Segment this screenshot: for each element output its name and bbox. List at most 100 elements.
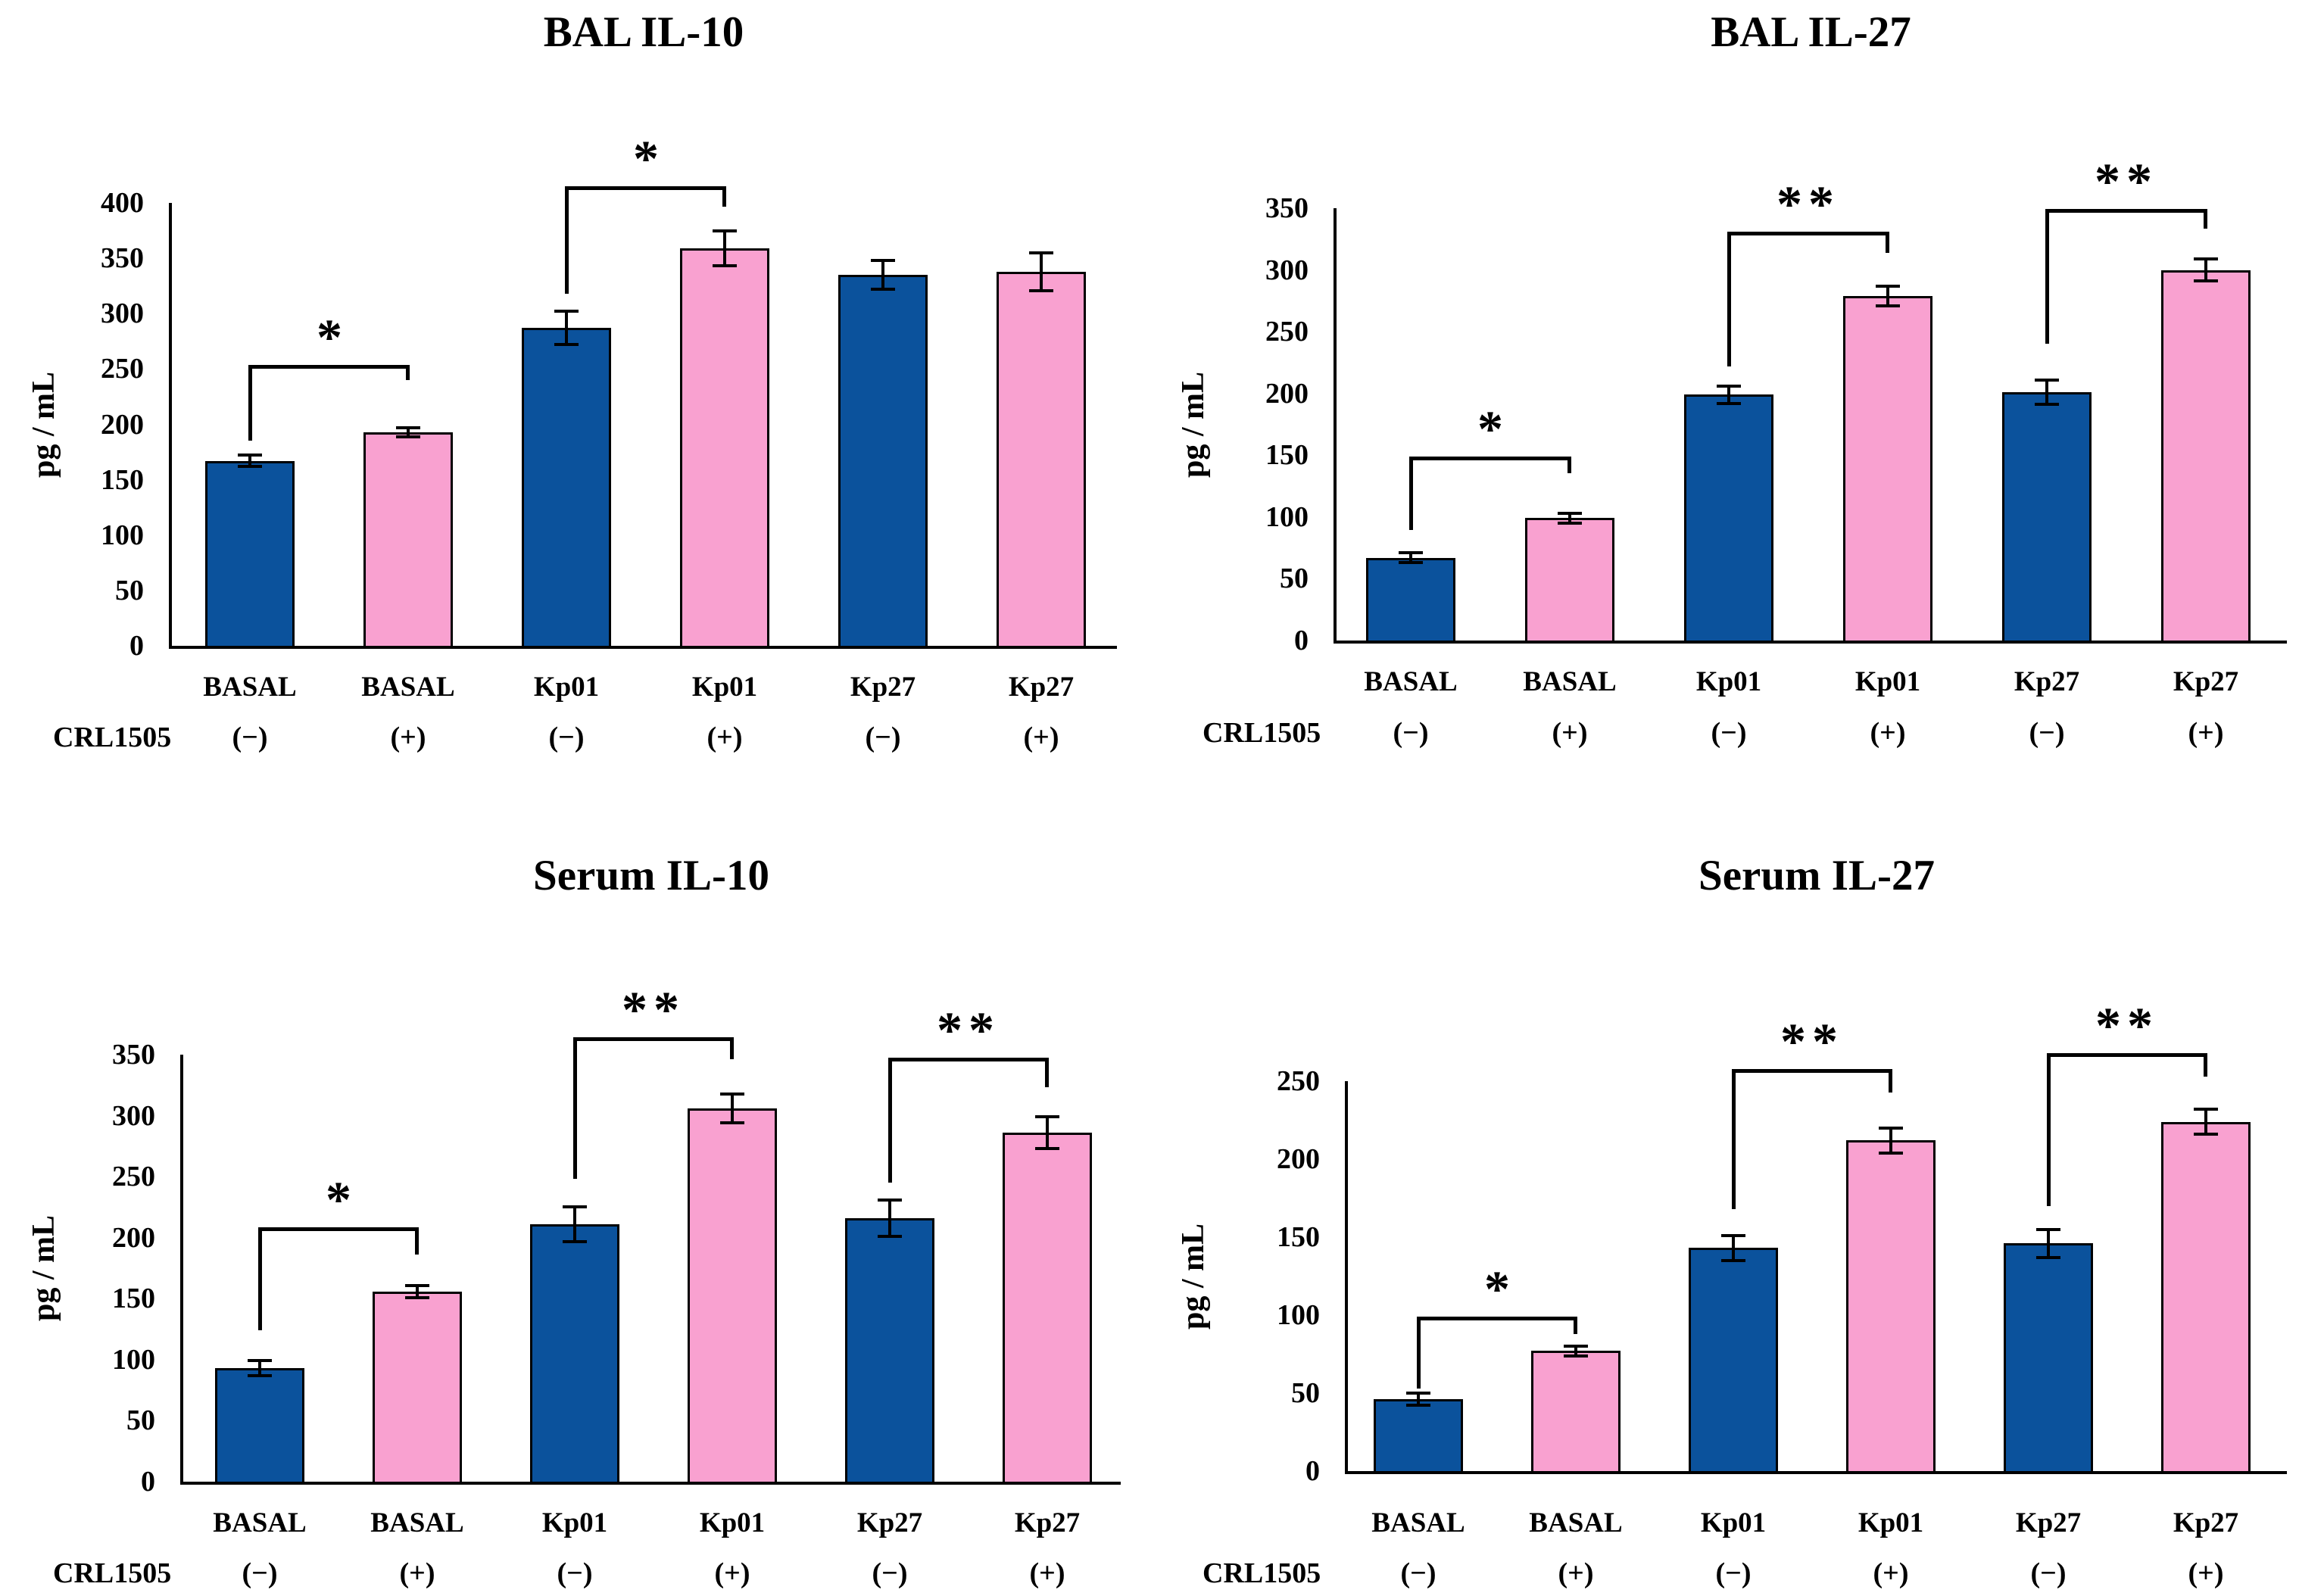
error-bar-cap [1721, 1234, 1745, 1237]
significance-bracket-leg [2204, 210, 2207, 229]
error-bar-stem [723, 231, 726, 267]
error-bar-stem [1889, 1128, 1892, 1153]
crl1505-value: (+) [399, 1557, 435, 1589]
error-bar-cap [1879, 1152, 1903, 1155]
error-bar-cap [405, 1284, 429, 1287]
chart-title: Serum IL-27 [1699, 852, 1935, 899]
x-tick-label: Kp27 [1008, 672, 1075, 703]
y-tick-label: 250 [1277, 1065, 1320, 1097]
y-tick-label: 250 [101, 353, 144, 385]
crl1505-value: (−) [865, 722, 901, 753]
y-tick-label: 300 [1265, 254, 1309, 286]
crl1505-value: (−) [1400, 1557, 1436, 1589]
x-tick-label: BASAL [203, 672, 297, 703]
crl1505-value: (−) [1393, 717, 1429, 749]
y-axis-line [180, 1055, 183, 1485]
significance-bracket-leg [1889, 1071, 1892, 1093]
error-bar-cap [720, 1093, 744, 1096]
significance-bracket-leg [1886, 233, 1889, 253]
significance-label: ** [1776, 175, 1840, 232]
significance-bracket-leg [888, 1059, 892, 1183]
bar [1374, 1399, 1463, 1474]
crl1505-row-label: CRL1505 [53, 722, 172, 753]
x-tick-label: Kp01 [1700, 1507, 1767, 1538]
x-tick-label: Kp01 [1854, 666, 1921, 697]
crl1505-value: (+) [1552, 717, 1588, 749]
crl1505-row-label: CRL1505 [53, 1557, 172, 1589]
error-bar-cap [1876, 304, 1900, 307]
significance-label: * [326, 1171, 351, 1228]
error-bar-cap [1029, 251, 1053, 254]
x-tick-label: BASAL [1371, 1507, 1465, 1538]
y-tick-label: 200 [101, 409, 144, 441]
error-bar-stem [1732, 1236, 1735, 1261]
bar [680, 248, 769, 649]
error-bar-cap [1399, 551, 1423, 554]
significance-bracket-line [258, 1227, 419, 1231]
error-bar-cap [396, 426, 420, 429]
bar [522, 328, 611, 649]
error-bar-cap [1717, 385, 1741, 388]
crl1505-value: (−) [557, 1557, 593, 1589]
bar [1846, 1140, 1936, 1474]
significance-label: * [1477, 400, 1503, 457]
crl1505-value: (−) [548, 722, 585, 753]
error-bar-cap [2194, 257, 2218, 260]
y-tick-label: 0 [129, 630, 144, 662]
y-tick-label: 400 [101, 187, 144, 219]
y-tick-label: 50 [115, 575, 144, 606]
error-bar-cap [1564, 1345, 1588, 1348]
x-tick-label: BASAL [370, 1507, 464, 1538]
crl1505-value: (+) [1029, 1557, 1065, 1589]
bar [845, 1218, 934, 1485]
x-tick-label: Kp01 [699, 1507, 766, 1538]
bar [2002, 392, 2092, 644]
crl1505-value: (−) [2029, 717, 2065, 749]
error-bar-cap [2194, 1133, 2218, 1136]
x-tick-label: BASAL [1364, 666, 1458, 697]
significance-bracket-line [565, 186, 726, 190]
significance-bracket-leg [2045, 210, 2049, 344]
error-bar-cap [248, 1359, 272, 1362]
error-bar-stem [1886, 286, 1889, 306]
error-bar-cap [1721, 1259, 1745, 1262]
significance-bracket-leg [415, 1229, 419, 1255]
error-bar-cap [248, 1374, 272, 1377]
x-axis-line [1345, 1471, 2287, 1474]
bar [2161, 270, 2251, 644]
significance-label: * [317, 308, 342, 366]
significance-label: ** [2095, 152, 2158, 210]
error-bar-cap [238, 454, 262, 457]
y-tick-label: 150 [1277, 1221, 1320, 1253]
chart-panel: BAL IL-27 pg / mL 0 50 100 150 200 250 300 350 BAS… [1150, 0, 2299, 798]
crl1505-value: (+) [2188, 717, 2224, 749]
crl1505-value: (−) [232, 722, 268, 753]
significance-bracket-leg [258, 1229, 262, 1330]
crl1505-value: (+) [707, 722, 743, 753]
error-bar-stem [1727, 386, 1730, 404]
bar [1843, 296, 1932, 644]
error-bar-stem [1417, 1393, 1420, 1405]
x-tick-label: Kp01 [1695, 666, 1762, 697]
significance-bracket-leg [1417, 1318, 1421, 1389]
y-tick-label: 300 [101, 298, 144, 329]
bar [1689, 1248, 1778, 1474]
bar [363, 432, 453, 649]
error-bar-stem [1568, 513, 1571, 523]
crl1505-value: (+) [1870, 717, 1906, 749]
significance-bracket-leg [573, 1039, 577, 1179]
bar [1366, 558, 1455, 644]
error-bar-cap [1399, 561, 1423, 564]
x-tick-label: Kp01 [533, 672, 600, 703]
significance-label: ** [2095, 996, 2159, 1054]
significance-bracket-leg [248, 366, 252, 441]
error-bar-cap [1564, 1354, 1588, 1358]
x-axis-line [180, 1482, 1121, 1485]
x-tick-label: Kp27 [2015, 1507, 2082, 1538]
error-bar-cap [1029, 289, 1053, 292]
error-bar-stem [573, 1207, 576, 1241]
crl1505-value: (+) [1558, 1557, 1594, 1589]
error-bar-cap [2035, 379, 2059, 382]
error-bar-stem [881, 260, 884, 289]
error-bar-cap [1035, 1147, 1059, 1150]
